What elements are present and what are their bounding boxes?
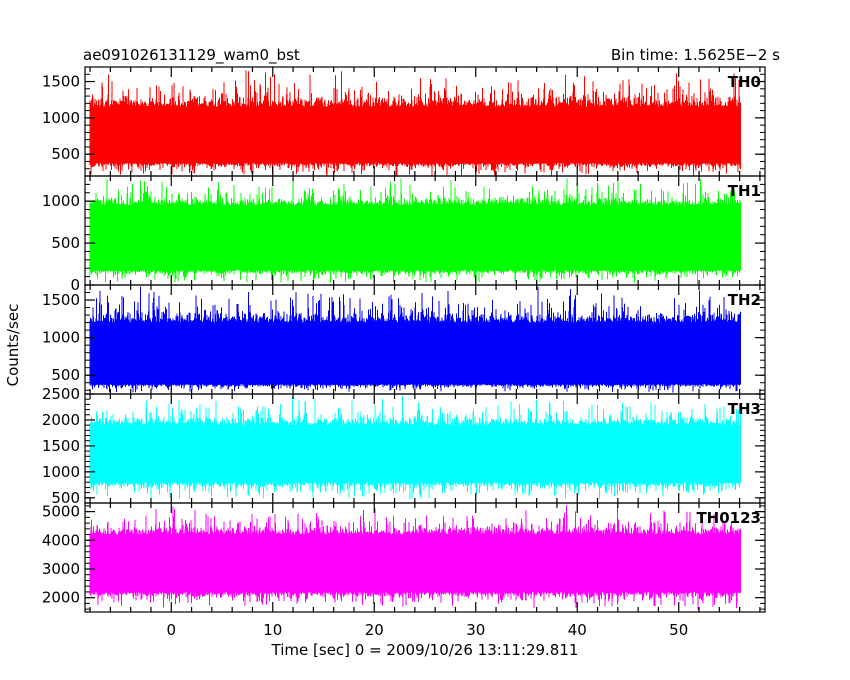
chart-title-left: ae091026131129_wam0_bst xyxy=(83,46,300,65)
panel-label-th2: TH2 xyxy=(728,291,761,309)
panel-label-th0123: TH0123 xyxy=(696,509,761,527)
series-core-th1 xyxy=(90,212,740,266)
y-tick-label: 5000 xyxy=(42,503,80,521)
y-tick-label: 2500 xyxy=(42,385,80,403)
x-tick-label: 50 xyxy=(669,621,688,639)
y-tick-label: 500 xyxy=(51,234,80,252)
y-tick-label: 1500 xyxy=(42,437,80,455)
x-axis-label: Time [sec] 0 = 2009/10/26 13:11:29.811 xyxy=(271,641,579,659)
x-tick-label: 40 xyxy=(568,621,587,639)
series-core-th2 xyxy=(90,329,740,380)
y-tick-label: 1000 xyxy=(42,109,80,127)
y-tick-label: 1500 xyxy=(42,291,80,309)
y-tick-label: 2000 xyxy=(42,411,80,429)
series-core-th0 xyxy=(90,112,740,159)
y-tick-label: 1000 xyxy=(42,463,80,481)
x-tick-label: 20 xyxy=(365,621,384,639)
x-tick-label: 30 xyxy=(466,621,485,639)
y-tick-label: 500 xyxy=(51,366,80,384)
x-tick-labels: 0 10 20 30 40 50 xyxy=(166,621,688,639)
panel-label-th3: TH3 xyxy=(728,400,761,418)
x-tick-label: 10 xyxy=(263,621,282,639)
panel-th0: 500 1000 1500 TH0 xyxy=(42,66,766,177)
y-tick-label: 4000 xyxy=(42,531,80,549)
y-tick-label: 3000 xyxy=(42,560,80,578)
series-core-th3 xyxy=(90,430,740,478)
y-tick-label: 500 xyxy=(51,145,80,163)
series-core-th0123 xyxy=(90,540,740,588)
panel-th3: 500 1000 1500 2000 2500 TH3 xyxy=(42,385,766,507)
panel-th1: 0 500 1000 TH1 xyxy=(42,175,766,294)
y-tick-label: 2000 xyxy=(42,589,80,607)
y-tick-label: 0 xyxy=(70,276,80,294)
panel-th0123: 2000 3000 4000 5000 TH0123 xyxy=(42,502,766,613)
y-tick-label: 1500 xyxy=(42,73,80,91)
panel-label-th1: TH1 xyxy=(728,182,761,200)
y-tick-label: 1000 xyxy=(42,192,80,210)
chart-title-right: Bin time: 1.5625E−2 s xyxy=(611,46,780,64)
panel-label-th0: TH0 xyxy=(728,73,761,91)
x-tick-label: 0 xyxy=(166,621,176,639)
y-tick-label: 1000 xyxy=(42,329,80,347)
y-axis-label: Counts/sec xyxy=(4,304,22,387)
panel-th2: 500 1000 1500 TH2 xyxy=(42,284,766,395)
y-tick-label: 500 xyxy=(51,489,80,507)
